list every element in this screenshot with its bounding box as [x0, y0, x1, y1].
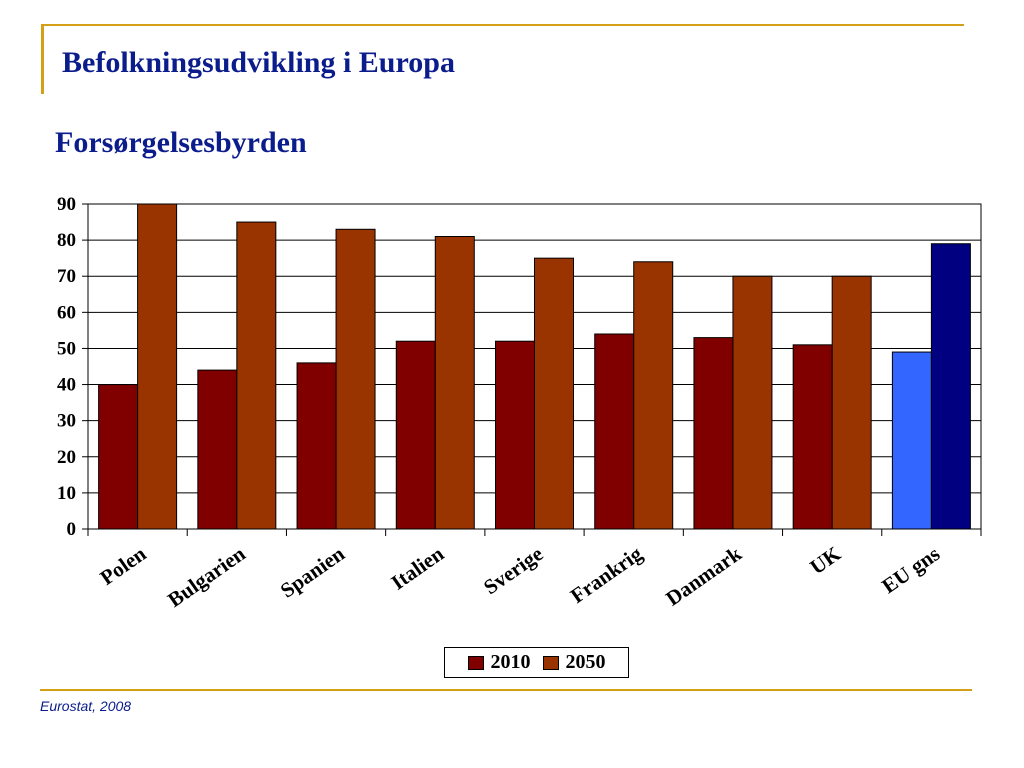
legend-label-2050: 2050 [565, 651, 606, 673]
x-category-label: Spanien [276, 541, 349, 602]
legend-swatch-2050 [542, 655, 559, 670]
chart-legend: 2010 2050 [444, 647, 629, 678]
x-category-label: Sverige [479, 541, 547, 599]
bar-2010-sverige [495, 340, 535, 530]
bar-2010-danmark [693, 337, 734, 530]
bar-chart: 0 10 20 30 40 50 60 70 80 90 Polen Bulgarien Spanien… [57, 194, 982, 612]
accent-top-line [44, 24, 964, 26]
accent-bottom-line [40, 689, 972, 691]
bar-2010-spanien [296, 362, 337, 530]
legend-label-2010: 2010 [490, 651, 531, 673]
y-tick-label: 70 [57, 266, 76, 287]
x-category-label: EU gns [877, 541, 944, 598]
y-tick-label: 50 [57, 338, 76, 359]
y-tick-label: 20 [57, 447, 76, 468]
y-tick-label: 90 [57, 194, 76, 215]
bar-2010-polen [98, 384, 139, 530]
bar-2010-frankrig [594, 333, 635, 530]
bar-2050-spanien [335, 228, 376, 530]
bar-2050-eu-gns [930, 243, 971, 530]
y-tick-label: 60 [57, 302, 76, 323]
accent-vertical-line [41, 24, 44, 94]
x-category-label: Danmark [661, 541, 746, 610]
y-tick-label: 40 [57, 375, 76, 396]
x-category-label: UK [805, 541, 845, 579]
y-tick-label: 0 [67, 519, 77, 540]
legend-item-2050: 2050 [542, 651, 606, 674]
x-category-label: Italien [387, 541, 449, 594]
bar-2050-danmark [732, 275, 773, 530]
bar-2050-sverige [534, 257, 574, 530]
source-note: Eurostat, 2008 [40, 698, 132, 714]
legend-item-2010: 2010 [467, 651, 531, 674]
bar-2050-polen [137, 203, 178, 530]
chart-title: Forsørgelsesbyrden [55, 126, 307, 159]
x-category-label: Polen [96, 541, 151, 590]
bar-2050-frankrig [633, 261, 674, 530]
y-tick-label: 30 [57, 411, 76, 432]
legend-swatch-2010 [467, 655, 484, 670]
bar-2010-eu-gns [891, 351, 932, 530]
bar-2010-bulgarien [197, 369, 238, 530]
bar-2010-italien [395, 340, 436, 530]
slide-title: Befolkningsudvikling i Europa [62, 46, 455, 79]
bar-2050-bulgarien [236, 221, 277, 530]
bar-2050-uk [831, 275, 872, 530]
bar-2010-uk [792, 344, 833, 530]
y-tick-label: 10 [57, 483, 76, 504]
x-category-label: Frankrig [566, 541, 647, 608]
x-category-label: Bulgarien [163, 541, 250, 612]
bar-2050-italien [434, 236, 475, 530]
y-tick-label: 80 [57, 230, 76, 251]
